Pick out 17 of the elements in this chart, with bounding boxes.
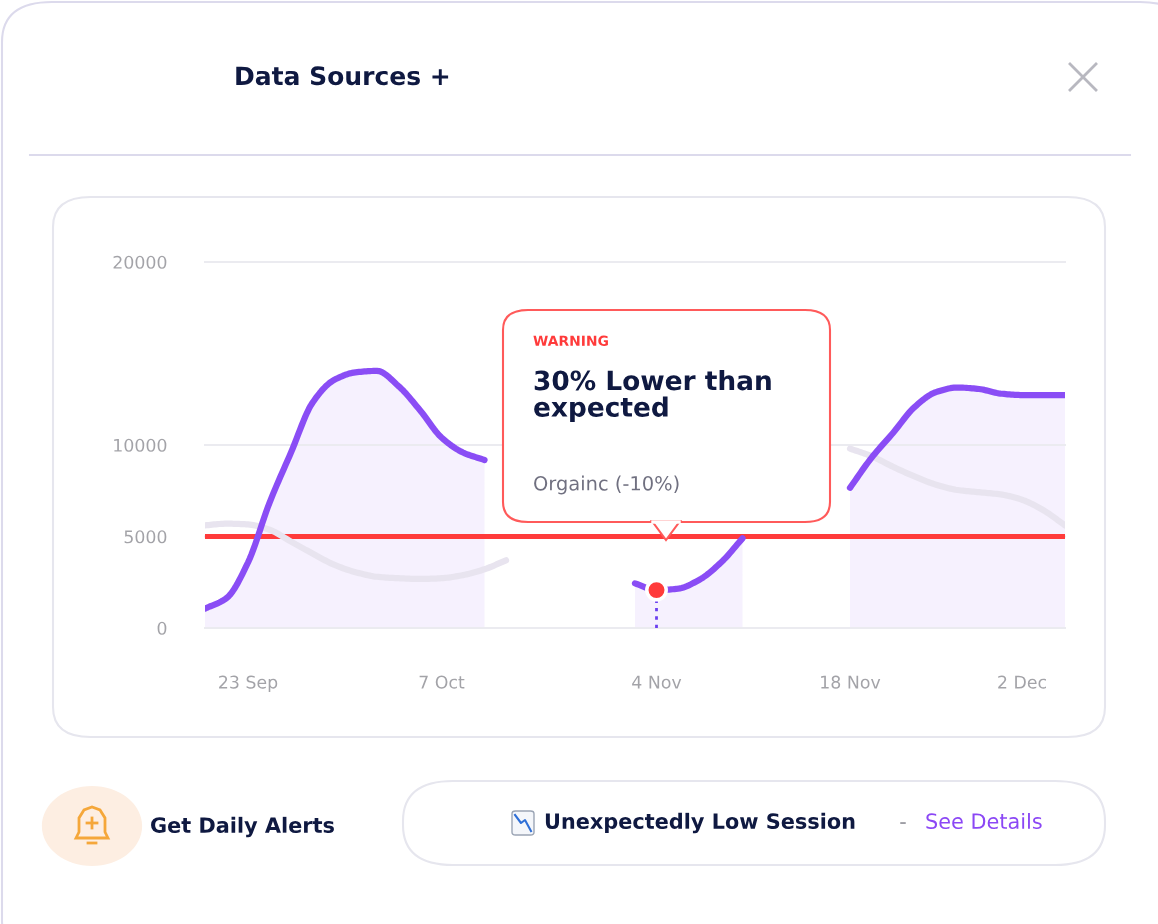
chart-title: Data Sources + (236, 66, 449, 86)
x-tick-label: 23 Sep (219, 675, 278, 693)
y-tick-label: 10000 (114, 438, 167, 452)
text: Unexpectedly Low Session (545, 812, 855, 834)
annotation: WARNING (533, 335, 608, 347)
y-tick-label: 0 (157, 621, 167, 635)
x-tick-label: 2 Dec (998, 675, 1046, 689)
y-tick-label: 5000 (124, 530, 167, 544)
text: - (900, 822, 906, 824)
x-tick-label: 7 Oct (419, 675, 465, 689)
y-tick-label: 20000 (113, 255, 167, 269)
x-tick-label: 18 Nov (821, 675, 881, 689)
x-tick-label: 4 Nov (632, 675, 682, 689)
text: Get Daily Alerts (151, 816, 334, 838)
text: See Details (926, 812, 1042, 830)
annotation: 30% Lower than expected (534, 369, 771, 423)
annotation: Orgainc (-10%) (534, 475, 679, 495)
